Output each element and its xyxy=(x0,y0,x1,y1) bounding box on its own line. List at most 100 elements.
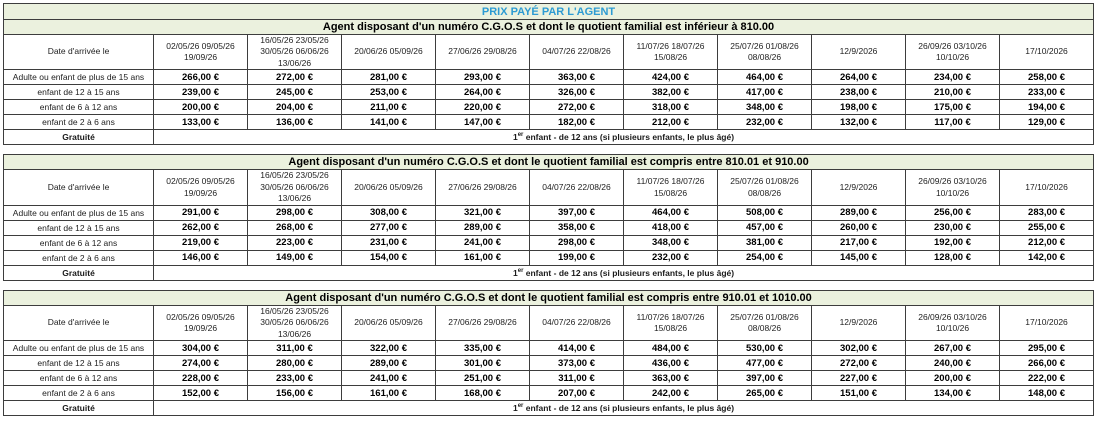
price-cell: 239,00 € xyxy=(153,84,248,101)
row-label: Adulte ou enfant de plus de 15 ans xyxy=(3,69,154,86)
price-cell: 168,00 € xyxy=(435,385,530,402)
price-cell: 204,00 € xyxy=(247,99,342,116)
price-row: Adulte ou enfant de plus de 15 ans 291,00… xyxy=(3,204,1095,221)
price-cell: 272,00 € xyxy=(247,69,342,86)
date-range-header: 20/06/26 05/09/26 xyxy=(341,33,436,71)
date-range-header: 25/07/26 01/08/26 08/08/26 xyxy=(717,33,812,71)
price-cell: 129,00 € xyxy=(998,114,1095,131)
gratuite-row: Gratuité 1er enfant - de 12 ans (si plusi… xyxy=(3,400,1095,417)
price-cell: 268,00 € xyxy=(247,219,342,236)
price-row: enfant de 2 à 6 ans 146,00 €149,00 €154,0… xyxy=(3,249,1095,266)
price-cell: 152,00 € xyxy=(153,385,248,402)
price-cell: 302,00 € xyxy=(811,340,906,357)
gratuite-note-text: enfant - de 12 ans (si plusieurs enfants… xyxy=(523,267,735,278)
price-cell: 199,00 € xyxy=(529,249,624,266)
price-table-section-2: Agent disposant d'un numéro C.G.O.S et d… xyxy=(2,154,1095,281)
price-cell: 289,00 € xyxy=(435,219,530,236)
section-title-row: Agent disposant d'un numéro C.G.O.S et d… xyxy=(2,154,1095,171)
price-cell: 265,00 € xyxy=(717,385,812,402)
date-range-header: 04/07/26 22/08/26 xyxy=(529,33,624,71)
price-cell: 161,00 € xyxy=(435,249,530,266)
main-title: PRIX PAYÉ PAR L'AGENT xyxy=(2,3,1095,20)
row-label: enfant de 6 à 12 ans xyxy=(3,234,154,251)
price-cell: 295,00 € xyxy=(998,340,1095,357)
price-cell: 142,00 € xyxy=(998,249,1095,266)
price-cell: 234,00 € xyxy=(905,69,1000,86)
price-cell: 311,00 € xyxy=(529,370,624,387)
main-title-row: PRIX PAYÉ PAR L'AGENT xyxy=(2,3,1095,20)
gratuite-note-ordinal: er xyxy=(517,132,524,139)
date-range-header: 17/10/2026 xyxy=(998,33,1095,71)
price-cell: 228,00 € xyxy=(153,370,248,387)
date-range-header: 02/05/26 09/05/26 19/09/26 xyxy=(153,169,248,206)
row-label: Adulte ou enfant de plus de 15 ans xyxy=(3,204,154,221)
price-cell: 200,00 € xyxy=(905,370,1000,387)
price-cell: 417,00 € xyxy=(717,84,812,101)
price-cell: 283,00 € xyxy=(998,204,1095,221)
price-cell: 262,00 € xyxy=(153,219,248,236)
column-header-row: Date d'arrivée le 02/05/26 09/05/26 19/09… xyxy=(3,304,1095,342)
price-cell: 298,00 € xyxy=(529,234,624,251)
price-tables-container: PRIX PAYÉ PAR L'AGENT Agent disposant d'u… xyxy=(2,3,1095,417)
date-range-header: 11/07/26 18/07/26 15/08/26 xyxy=(623,304,718,342)
price-cell: 304,00 € xyxy=(153,340,248,357)
price-cell: 348,00 € xyxy=(717,99,812,116)
price-cell: 311,00 € xyxy=(247,340,342,357)
price-cell: 212,00 € xyxy=(998,234,1095,251)
date-range-header: 02/05/26 09/05/26 19/09/26 xyxy=(153,304,248,342)
date-range-header: 12/9/2026 xyxy=(811,304,906,342)
price-cell: 232,00 € xyxy=(717,114,812,131)
price-cell: 289,00 € xyxy=(811,204,906,221)
price-cell: 198,00 € xyxy=(811,99,906,116)
price-cell: 267,00 € xyxy=(905,340,1000,357)
gratuite-note-number: 1 xyxy=(512,132,518,143)
row-label: enfant de 2 à 6 ans xyxy=(3,114,154,131)
price-cell: 145,00 € xyxy=(811,249,906,266)
price-cell: 258,00 € xyxy=(998,69,1095,86)
price-cell: 363,00 € xyxy=(623,370,718,387)
gratuite-note-ordinal: er xyxy=(517,403,524,410)
price-cell: 266,00 € xyxy=(998,355,1095,372)
price-cell: 233,00 € xyxy=(247,370,342,387)
price-cell: 530,00 € xyxy=(717,340,812,357)
date-range-header: 12/9/2026 xyxy=(811,169,906,206)
date-range-header: 27/06/26 29/08/26 xyxy=(435,169,530,206)
price-cell: 238,00 € xyxy=(811,84,906,101)
price-cell: 241,00 € xyxy=(435,234,530,251)
price-row: enfant de 6 à 12 ans 200,00 €204,00 €211,… xyxy=(3,99,1095,116)
price-cell: 242,00 € xyxy=(623,385,718,402)
gratuite-label: Gratuité xyxy=(3,129,154,146)
date-range-header: 26/09/26 03/10/26 10/10/26 xyxy=(905,169,1000,206)
date-range-header: 16/05/26 23/05/26 30/05/26 06/06/26 13/0… xyxy=(247,304,342,342)
price-cell: 301,00 € xyxy=(435,355,530,372)
price-cell: 222,00 € xyxy=(998,370,1095,387)
price-row: enfant de 12 à 15 ans 274,00 €280,00 €289… xyxy=(3,355,1095,372)
price-cell: 192,00 € xyxy=(905,234,1000,251)
price-row: enfant de 12 à 15 ans 239,00 €245,00 €253… xyxy=(3,84,1095,101)
price-cell: 254,00 € xyxy=(717,249,812,266)
price-cell: 260,00 € xyxy=(811,219,906,236)
price-cell: 308,00 € xyxy=(341,204,436,221)
price-cell: 182,00 € xyxy=(529,114,624,131)
price-cell: 255,00 € xyxy=(998,219,1095,236)
row-label: enfant de 12 à 15 ans xyxy=(3,219,154,236)
price-cell: 146,00 € xyxy=(153,249,248,266)
gratuite-note-ordinal: er xyxy=(517,267,524,274)
section-title: Agent disposant d'un numéro C.G.O.S et d… xyxy=(2,289,1095,306)
date-range-header: 17/10/2026 xyxy=(998,169,1095,206)
price-cell: 117,00 € xyxy=(905,114,1000,131)
price-cell: 207,00 € xyxy=(529,385,624,402)
date-arrivee-header: Date d'arrivée le xyxy=(3,169,154,206)
price-cell: 418,00 € xyxy=(623,219,718,236)
price-row: enfant de 6 à 12 ans 228,00 €233,00 €241,… xyxy=(3,370,1095,387)
price-cell: 151,00 € xyxy=(811,385,906,402)
price-cell: 134,00 € xyxy=(905,385,1000,402)
date-range-header: 11/07/26 18/07/26 15/08/26 xyxy=(623,33,718,71)
price-row: enfant de 6 à 12 ans 219,00 €223,00 €231,… xyxy=(3,234,1095,251)
row-label: Adulte ou enfant de plus de 15 ans xyxy=(3,340,154,357)
price-cell: 217,00 € xyxy=(811,234,906,251)
price-cell: 289,00 € xyxy=(341,355,436,372)
price-cell: 397,00 € xyxy=(717,370,812,387)
date-range-header: 04/07/26 22/08/26 xyxy=(529,169,624,206)
